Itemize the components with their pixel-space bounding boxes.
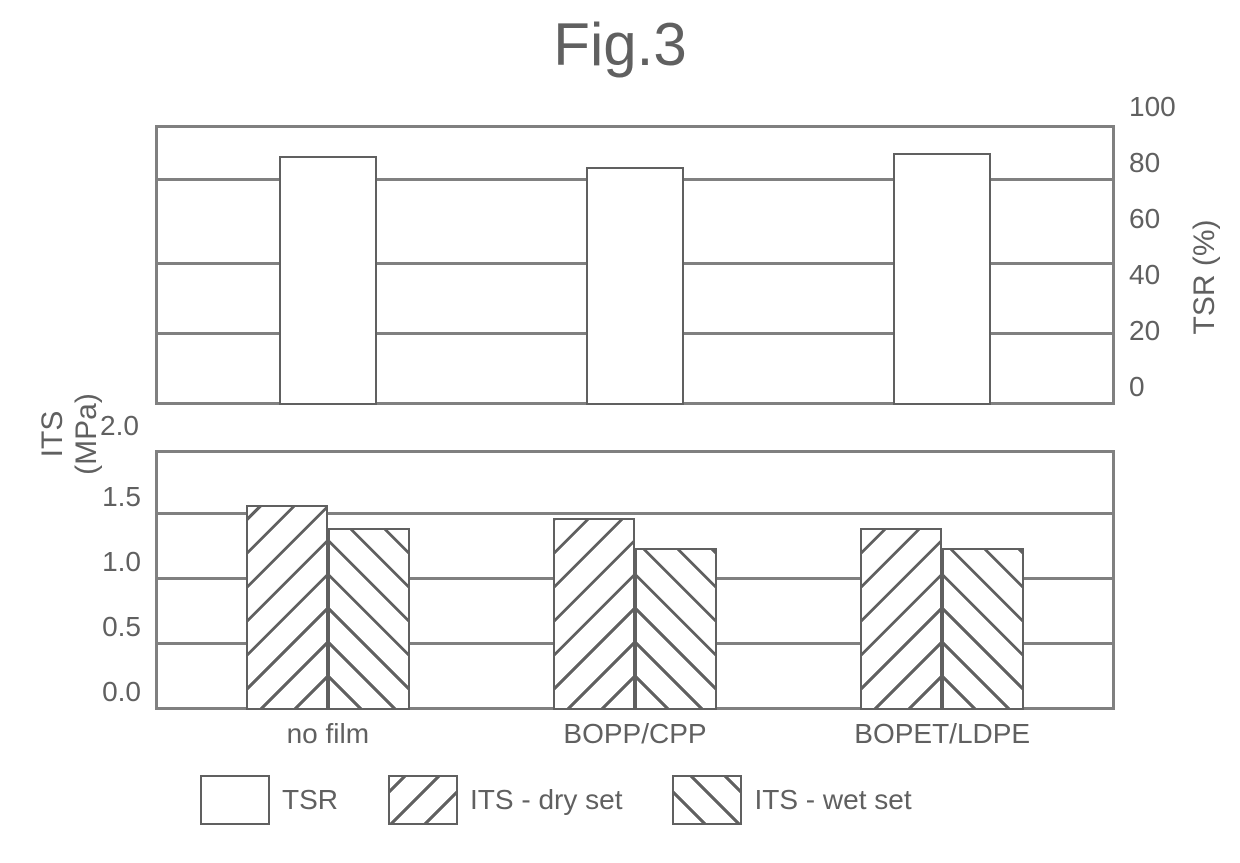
hatch-fwd-icon <box>553 518 635 710</box>
y-axis-label-its: ITS (MPa) <box>36 374 104 494</box>
hatch-fwd-icon <box>246 505 328 710</box>
y-axis-label-tsr: TSR (%) <box>1188 217 1222 337</box>
ytick: 0 <box>1115 371 1145 403</box>
tsr-bar-bopp-cpp: 85 <box>586 167 684 405</box>
hatch-back-icon <box>328 528 410 710</box>
its-wet-bar-bopp-cpp <box>635 548 717 711</box>
ytick: 1.0 <box>102 546 155 578</box>
bar-value-label: 85 <box>619 167 650 169</box>
ytick: 0.0 <box>102 676 155 708</box>
its-wet-bar-no-film <box>328 528 410 710</box>
ytick: 100 <box>1115 91 1176 123</box>
xtick: BOPET/LDPE <box>854 710 1030 750</box>
legend-item-its-wet: ITS - wet set <box>672 775 911 825</box>
ytick-2-0: 2.0 <box>100 410 139 442</box>
its-wet-bar-bopet-ldpe <box>942 548 1024 711</box>
ytick: 60 <box>1115 203 1160 235</box>
its-dry-bar-bopp-cpp <box>553 518 635 710</box>
legend: TSR ITS - dry set ITS - wet set <box>200 775 912 825</box>
legend-swatch <box>672 775 742 825</box>
bar-value-label: 90 <box>927 153 958 155</box>
legend-item-tsr: TSR <box>200 775 338 825</box>
legend-label: ITS - wet set <box>754 784 911 816</box>
legend-label: ITS - dry set <box>470 784 622 816</box>
hatch-fwd-icon <box>388 775 458 825</box>
ytick: 0.5 <box>102 611 155 643</box>
bottom-panel: 0.0 0.5 1.0 1.5 no film BOPP/CPP BOPET/L… <box>155 450 1115 710</box>
figure-title: Fig.3 <box>0 10 1240 79</box>
ytick: 40 <box>1115 259 1160 291</box>
tsr-bar-bopet-ldpe: 90 <box>893 153 991 405</box>
its-dry-bar-no-film <box>246 505 328 710</box>
hatch-back-icon <box>942 548 1024 711</box>
top-panel: 89 85 90 0 20 40 60 80 100 <box>155 125 1115 405</box>
legend-swatch <box>200 775 270 825</box>
bar-value-label: 89 <box>312 156 343 158</box>
hatch-back-icon <box>635 548 717 711</box>
its-dry-bar-bopet-ldpe <box>860 528 942 710</box>
ytick: 1.5 <box>102 481 155 513</box>
xtick: no film <box>287 710 369 750</box>
tsr-bar-no-film: 89 <box>279 156 377 405</box>
ytick: 80 <box>1115 147 1160 179</box>
ytick: 20 <box>1115 315 1160 347</box>
legend-item-its-dry: ITS - dry set <box>388 775 622 825</box>
xtick: BOPP/CPP <box>563 710 706 750</box>
hatch-back-icon <box>672 775 742 825</box>
legend-swatch <box>388 775 458 825</box>
hatch-fwd-icon <box>860 528 942 710</box>
legend-label: TSR <box>282 784 338 816</box>
